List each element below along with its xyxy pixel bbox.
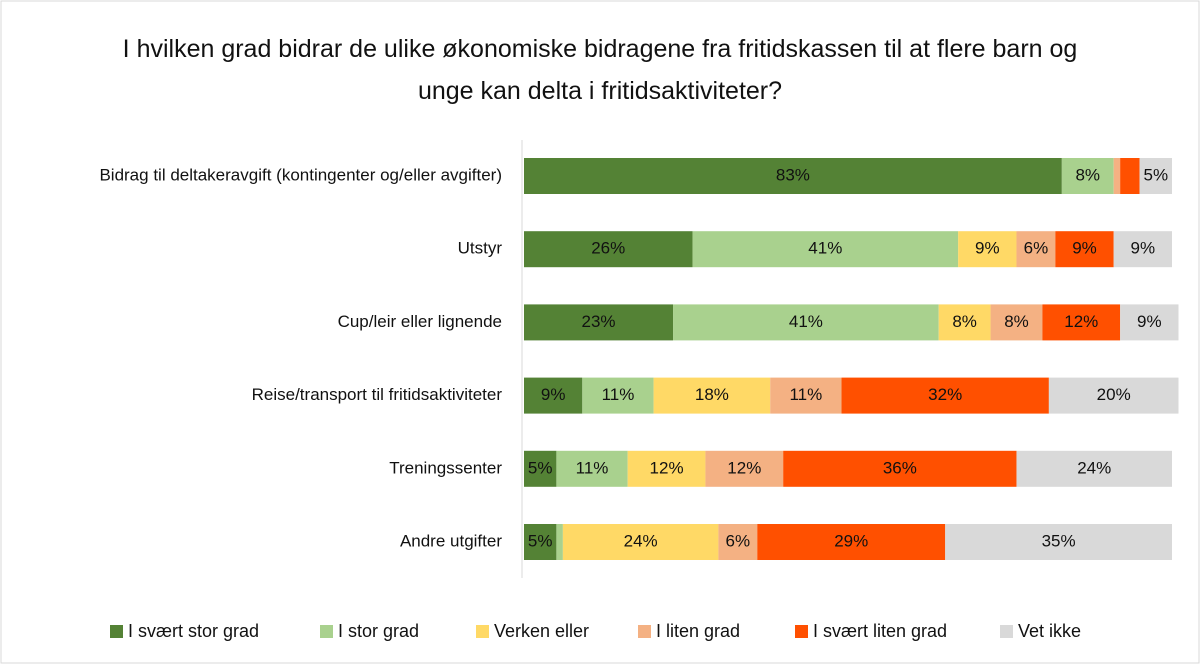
bar-segment — [1016, 231, 1056, 268]
category-label: Reise/transport til fritidsaktiviteter — [252, 385, 503, 404]
value-label: 11% — [602, 385, 635, 404]
value-label: 24% — [1077, 458, 1111, 477]
value-label: 35% — [1042, 531, 1076, 550]
category-label: Utstyr — [458, 239, 503, 258]
value-label: 12% — [1064, 312, 1098, 331]
legend-swatch — [320, 625, 333, 638]
value-label: 9% — [975, 239, 1000, 258]
category-label: Cup/leir eller lignende — [338, 312, 502, 331]
value-label: 83% — [776, 165, 810, 184]
value-label: 5% — [528, 531, 553, 550]
legend-label: I liten grad — [656, 621, 740, 641]
legend-label: Verken eller — [494, 621, 589, 641]
bar-segment — [1113, 231, 1172, 268]
bar-segment — [783, 450, 1017, 487]
chart-title: I hvilken grad bidrar de ulike økonomisk… — [122, 35, 1078, 105]
legend-label: I svært stor grad — [128, 621, 259, 641]
legend-swatch — [795, 625, 808, 638]
legend-label: I stor grad — [338, 621, 419, 641]
value-label: 29% — [834, 531, 868, 550]
bar-segment — [627, 450, 706, 487]
value-label: 36% — [883, 458, 917, 477]
legend-label: I svært liten grad — [813, 621, 947, 641]
bar-segment — [524, 377, 583, 414]
bar-segment — [1048, 377, 1179, 414]
bar-segment — [1120, 304, 1179, 341]
value-label: 5% — [1144, 165, 1169, 184]
bar-segment — [524, 524, 557, 560]
value-label: 41% — [808, 239, 842, 258]
value-label: 9% — [541, 385, 566, 404]
bar-segment — [1120, 158, 1140, 194]
bar-segment — [705, 450, 784, 487]
bar-segment — [757, 524, 946, 560]
legend-swatch — [1000, 625, 1013, 638]
value-label: 9% — [1072, 239, 1097, 258]
value-label: 41% — [789, 312, 823, 331]
category-label: Treningssenter — [389, 458, 502, 477]
bar-segment — [692, 231, 959, 268]
value-label: 23% — [582, 312, 616, 331]
category-label: Andre utgifter — [400, 531, 502, 550]
bar-segment — [562, 524, 719, 560]
value-label: 9% — [1131, 239, 1156, 258]
bar-segment — [1055, 231, 1114, 268]
value-label: 8% — [952, 312, 977, 331]
legend-label: Vet ikke — [1018, 621, 1081, 641]
bar-segment — [673, 304, 939, 341]
value-label: 8% — [1004, 312, 1029, 331]
category-label: Bidrag til deltakeravgift (kontingenter … — [99, 165, 502, 184]
bar-segment — [556, 450, 628, 487]
value-label: 11% — [789, 385, 822, 404]
legend-swatch — [638, 625, 651, 638]
bar-segment — [524, 158, 1062, 194]
bar-segment — [582, 377, 654, 414]
value-label: 26% — [591, 239, 625, 258]
bar-segment — [556, 524, 563, 560]
bar-segment — [945, 524, 1172, 560]
value-label: 6% — [726, 531, 751, 550]
bar-segment — [524, 450, 557, 487]
value-label: 32% — [928, 385, 962, 404]
bar-segment — [1139, 158, 1172, 194]
value-label: 11% — [576, 458, 609, 477]
bar-segment — [653, 377, 771, 414]
bar-segment — [958, 231, 1017, 268]
bar-segment — [524, 231, 693, 268]
bar-segment — [1061, 158, 1114, 194]
bar-segment — [718, 524, 758, 560]
bar-segment — [1016, 450, 1172, 487]
value-label: 9% — [1137, 312, 1162, 331]
value-label: 6% — [1024, 239, 1049, 258]
bar-segment — [1042, 304, 1121, 341]
value-label: 24% — [624, 531, 658, 550]
bar-segment — [938, 304, 991, 341]
value-label: 12% — [650, 458, 684, 477]
legend-swatch — [476, 625, 489, 638]
legend-swatch — [110, 625, 123, 638]
bar-segment — [990, 304, 1043, 341]
value-label: 8% — [1075, 165, 1100, 184]
value-label: 5% — [528, 458, 553, 477]
bar-segment — [841, 377, 1049, 414]
value-label: 12% — [727, 458, 761, 477]
value-label: 18% — [695, 385, 729, 404]
bar-segment — [770, 377, 842, 414]
bar-segment — [524, 304, 674, 341]
bar-segment — [1113, 158, 1121, 194]
value-label: 20% — [1097, 385, 1131, 404]
